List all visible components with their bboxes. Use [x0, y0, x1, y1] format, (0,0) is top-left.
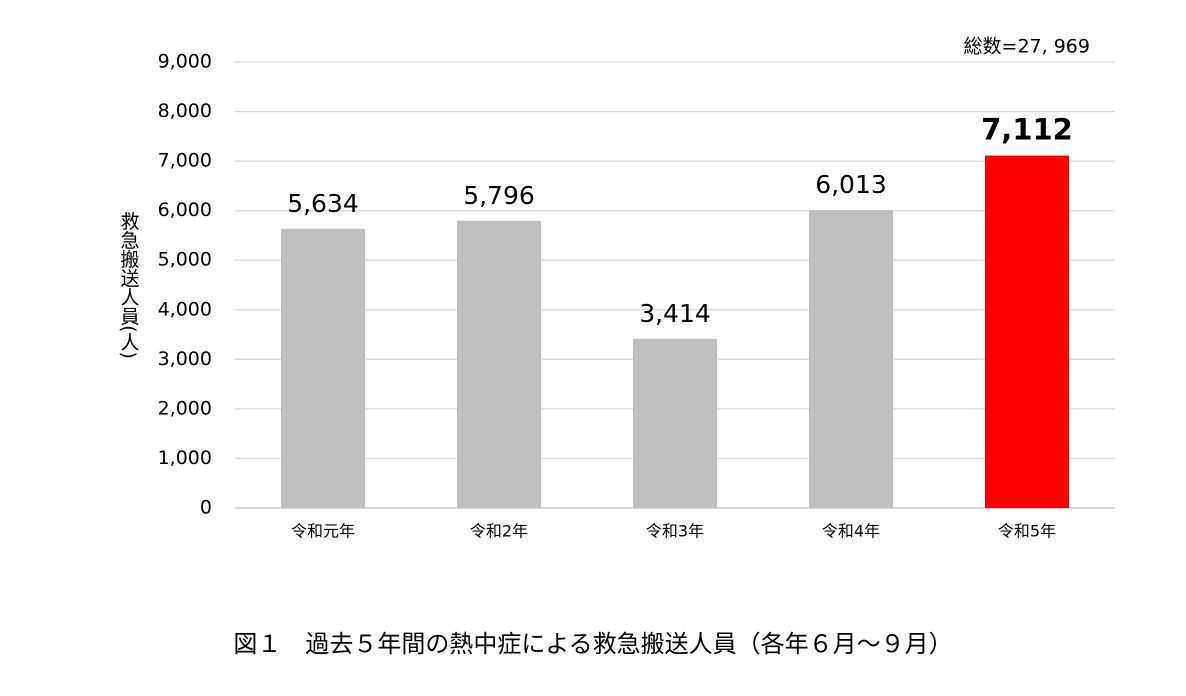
chart-title: 図１ 過去５年間の熱中症による救急搬送人員（各年６月～９月） [233, 630, 952, 658]
y-tick-label: 5,000 [158, 249, 212, 271]
y-tick-label: 4,000 [158, 298, 212, 320]
x-tick-label: 令和5年 [998, 522, 1056, 541]
y-tick-label: 9,000 [158, 51, 212, 73]
bar [457, 220, 541, 508]
x-tick-label: 令和元年 [291, 522, 355, 541]
y-tick-label: 2,000 [158, 397, 212, 419]
total-annotation: 総数=27, 969 [964, 36, 1090, 58]
y-tick-label: 1,000 [158, 447, 212, 469]
y-axis-label: 救急搬送人員(人) [118, 211, 140, 359]
x-tick-label: 令和3年 [646, 522, 704, 541]
y-tick-label: 6,000 [158, 199, 212, 221]
y-tick-label: 0 [200, 497, 212, 519]
x-tick-label: 令和4年 [822, 522, 880, 541]
value-label: 5,796 [463, 181, 535, 210]
bar [985, 155, 1069, 508]
bar [633, 338, 717, 508]
value-label: 7,112 [981, 113, 1073, 147]
value-label: 6,013 [815, 170, 887, 199]
value-label: 3,414 [639, 299, 711, 328]
bar [809, 210, 893, 508]
bar [281, 228, 365, 508]
value-label: 5,634 [287, 189, 359, 218]
y-tick-label: 3,000 [158, 348, 212, 370]
y-tick-label: 7,000 [158, 150, 212, 172]
y-tick-label: 8,000 [158, 100, 212, 122]
x-tick-label: 令和2年 [470, 522, 528, 541]
